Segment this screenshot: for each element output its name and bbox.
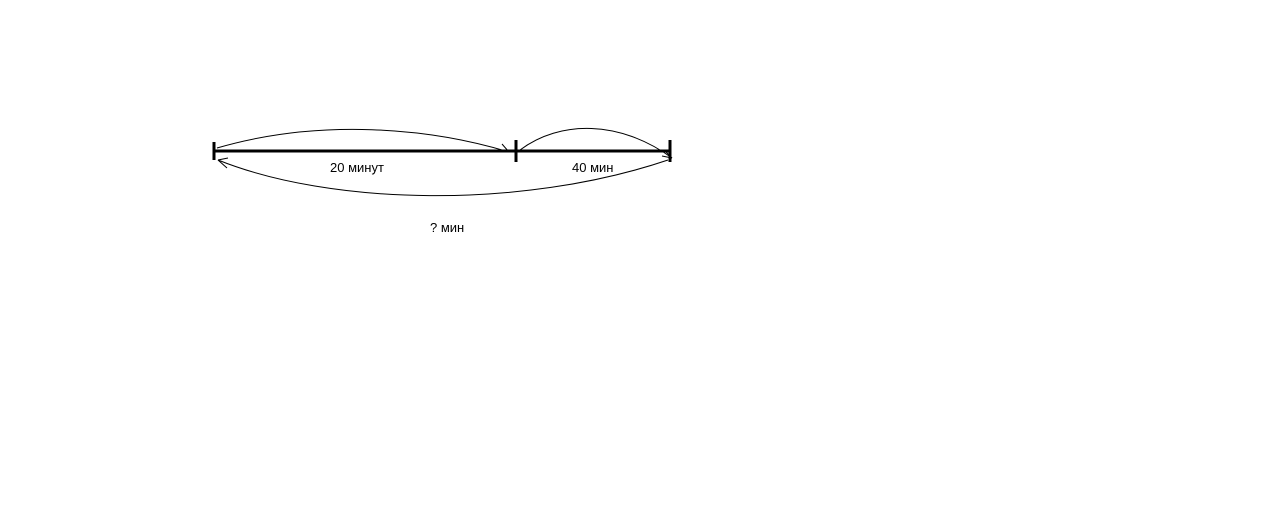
arc-segment-2 — [520, 128, 672, 158]
arrow-segment-1 — [499, 144, 509, 152]
timeline-diagram: 20 минут 40 мин ? мин — [0, 0, 1274, 527]
label-segment-2: 40 мин — [572, 160, 613, 175]
label-total: ? мин — [430, 220, 464, 235]
arc-segment-1 — [217, 129, 509, 152]
label-segment-1: 20 минут — [330, 160, 384, 175]
diagram-svg — [0, 0, 1274, 527]
